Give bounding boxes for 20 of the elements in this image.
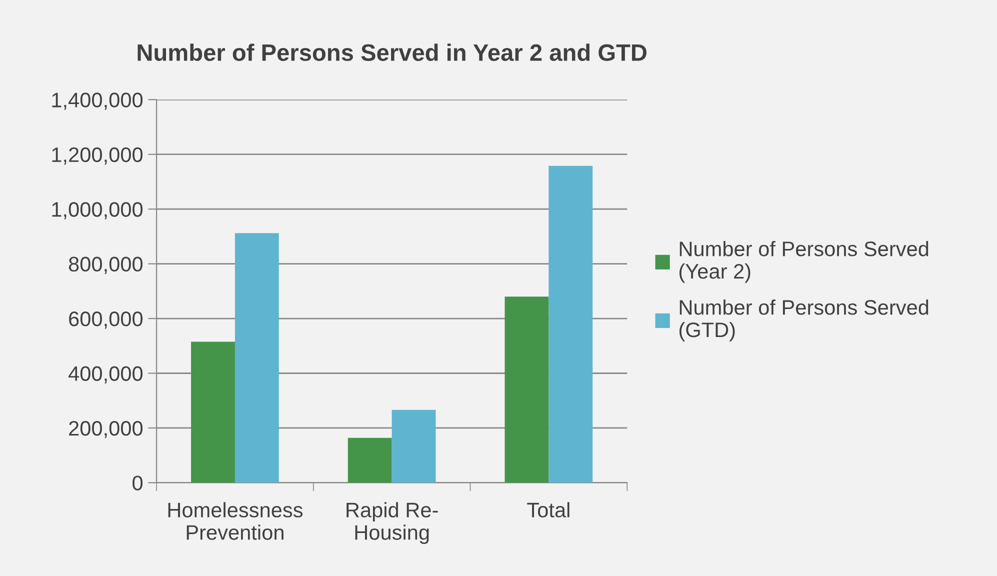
x-tick-label: Homelessness Prevention <box>168 502 303 540</box>
y-tick-label: 1,400,000 <box>52 92 143 110</box>
y-tick-label: 0 <box>132 476 143 490</box>
y-tick-label: 600,000 <box>69 312 143 329</box>
y-tick-label: 800,000 <box>68 256 143 274</box>
y-tick-label: 1,000,000 <box>52 202 143 220</box>
bar <box>234 233 279 483</box>
bar <box>548 166 593 483</box>
bar <box>392 410 436 483</box>
bar <box>348 438 392 483</box>
x-tick-label: Total <box>527 502 570 518</box>
legend-label: Number of Persons Served (Year 2) <box>679 240 928 283</box>
y-tick-label: 200,000 <box>69 420 143 438</box>
x-tick-label: Rapid Re- Housing <box>346 502 438 544</box>
bar <box>191 342 235 483</box>
y-tick-label: 400,000 <box>68 366 143 384</box>
legend-label: Number of Persons Served (GTD) <box>679 300 928 342</box>
bar <box>504 296 549 483</box>
y-tick-label: 1,200,000 <box>52 147 143 165</box>
chart-title: Number of Persons Served in Year 2 and GTD <box>138 44 646 61</box>
